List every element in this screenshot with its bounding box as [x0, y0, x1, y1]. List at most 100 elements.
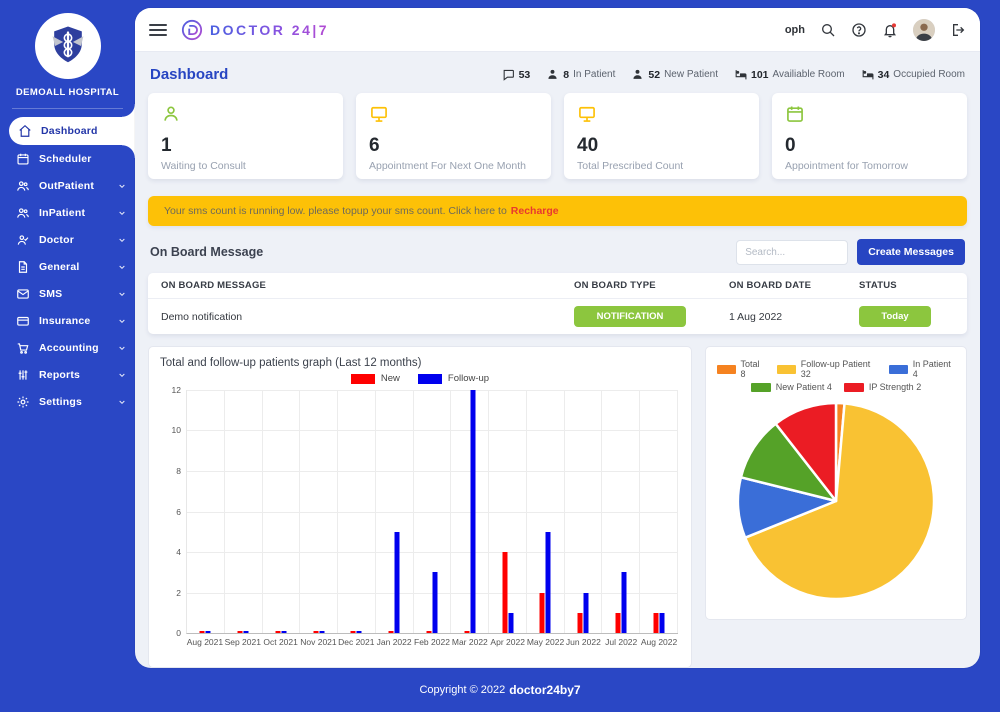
- onboard-date-cell: 1 Aug 2022: [729, 310, 783, 323]
- sidebar-item-general[interactable]: General: [0, 254, 135, 280]
- in-patient-stat: 8 In Patient: [546, 68, 615, 81]
- document-icon: [16, 260, 30, 274]
- chevron-down-icon: [118, 290, 126, 298]
- bar: [653, 612, 659, 633]
- bar: [426, 631, 432, 633]
- help-icon[interactable]: [851, 22, 867, 38]
- chevron-down-icon: [118, 371, 126, 379]
- sidebar-item-reports[interactable]: Reports: [0, 362, 135, 388]
- table-row[interactable]: Demo notification NOTIFICATION 1 Aug 202…: [148, 299, 967, 334]
- bar: [275, 631, 281, 633]
- bar-group: [376, 390, 414, 633]
- legend-item: Total 8: [717, 359, 765, 379]
- bar-group: [565, 390, 603, 633]
- bar: [205, 631, 211, 633]
- sidebar-item-label: General: [39, 261, 80, 273]
- gear-icon: [16, 395, 30, 409]
- footer-brand: doctor24by7: [509, 683, 581, 697]
- sidebar-item-doctor[interactable]: Doctor: [0, 227, 135, 253]
- search-icon[interactable]: [820, 22, 836, 38]
- calendar-icon: [785, 106, 805, 128]
- bar: [583, 592, 589, 633]
- bar: [545, 531, 551, 633]
- onboard-message-cell: Demo notification: [161, 310, 243, 323]
- top-stats: 53 8 In Patient 52 New Patient 101 Avail…: [502, 68, 965, 81]
- new-patient-stat: 52 New Patient: [631, 68, 718, 81]
- notification-type-badge: NOTIFICATION: [574, 306, 686, 327]
- bar: [350, 631, 356, 633]
- sidebar-menu: Dashboard Scheduler OutPatient InPatient…: [0, 104, 135, 415]
- app-brand[interactable]: DOCTOR 24|7: [181, 19, 329, 41]
- sidebar-item-label: Reports: [39, 369, 81, 381]
- sidebar-item-label: InPatient: [39, 207, 86, 219]
- stat-card-waiting: 1 Waiting to Consult: [148, 93, 343, 185]
- bar: [659, 612, 665, 633]
- bar: [508, 612, 513, 633]
- bar: [464, 631, 470, 633]
- legend-item: IP Strength 2: [843, 382, 921, 392]
- sidebar-item-label: SMS: [39, 288, 63, 300]
- available-room-stat: 101 Availiable Room: [734, 68, 845, 81]
- hamburger-menu-icon[interactable]: [149, 23, 167, 36]
- chevron-down-icon: [118, 236, 126, 244]
- bar-group: [187, 390, 225, 633]
- notifications-bell-icon[interactable]: [882, 22, 898, 38]
- bar-group: [640, 390, 678, 633]
- user-avatar[interactable]: [913, 18, 935, 41]
- chevron-down-icon: [118, 182, 126, 190]
- doctor-icon: [16, 233, 30, 247]
- sidebar-item-label: Doctor: [39, 234, 75, 246]
- bar: [470, 390, 476, 633]
- bar: [356, 631, 362, 633]
- sidebar-item-accounting[interactable]: Accounting: [0, 335, 135, 361]
- sidebar-item-label: OutPatient: [39, 180, 95, 192]
- recharge-link[interactable]: Recharge: [510, 205, 559, 217]
- legend-item: In Patient 4: [889, 359, 955, 379]
- bar: [237, 631, 243, 633]
- sidebar-item-label: Accounting: [39, 342, 99, 354]
- bar-group: [527, 390, 565, 633]
- username-label: oph: [784, 23, 805, 36]
- person-icon: [546, 68, 559, 81]
- sidebar-item-inpatient[interactable]: InPatient: [0, 200, 135, 226]
- bar: [281, 631, 287, 633]
- bar-group: [225, 390, 263, 633]
- copyright-text: Copyright © 2022: [419, 684, 506, 696]
- create-messages-button[interactable]: Create Messages: [857, 239, 965, 265]
- bar-group: [451, 390, 490, 633]
- app-title: DOCTOR 24|7: [210, 21, 330, 38]
- bar: [319, 631, 325, 633]
- onboard-search-input[interactable]: [736, 239, 849, 265]
- pie-slice: [774, 401, 838, 503]
- bar-chart-legend: New Follow-up: [160, 373, 680, 384]
- stat-card-next-month: 6 Appointment For Next One Month: [356, 93, 551, 185]
- chevron-down-icon: [118, 398, 126, 406]
- bar: [432, 572, 438, 633]
- sidebar-item-dashboard[interactable]: Dashboard: [9, 104, 135, 158]
- bar-group: [338, 390, 376, 633]
- top-bar: DOCTOR 24|7 oph: [135, 8, 980, 52]
- pie-chart-svg: [736, 401, 936, 601]
- chevron-down-icon: [118, 209, 126, 217]
- status-badge: Today: [859, 306, 931, 327]
- cart-icon: [16, 341, 30, 355]
- sidebar-item-scheduler[interactable]: Scheduler: [0, 146, 135, 172]
- logout-icon[interactable]: [950, 22, 966, 38]
- occupied-room-stat: 34 Occupied Room: [861, 68, 965, 81]
- main-panel: DOCTOR 24|7 oph Dashboard 53 8 In P: [135, 8, 980, 668]
- envelope-icon: [16, 287, 30, 301]
- home-icon: [18, 124, 32, 138]
- pie-chart: [717, 398, 955, 604]
- sidebar-item-sms[interactable]: SMS: [0, 281, 135, 307]
- stat-card-tomorrow: 0 Appointment for Tomorrow: [772, 93, 967, 185]
- pie-chart-legend: Total 8 Follow-up Patient 32 In Patient 4 N…: [717, 359, 955, 392]
- bar: [502, 552, 507, 633]
- chevron-down-icon: [118, 344, 126, 352]
- bar: [199, 631, 205, 633]
- sidebar-item-insurance[interactable]: Insurance: [0, 308, 135, 334]
- sms-alert-banner: Your sms count is running low. please to…: [148, 196, 967, 226]
- sidebar-item-settings[interactable]: Settings: [0, 389, 135, 415]
- bar-chart-plot: 0 2 4 6 8 10 12: [172, 385, 678, 638]
- sidebar-item-outpatient[interactable]: OutPatient: [0, 173, 135, 199]
- messages-count-stat: 53: [502, 68, 530, 81]
